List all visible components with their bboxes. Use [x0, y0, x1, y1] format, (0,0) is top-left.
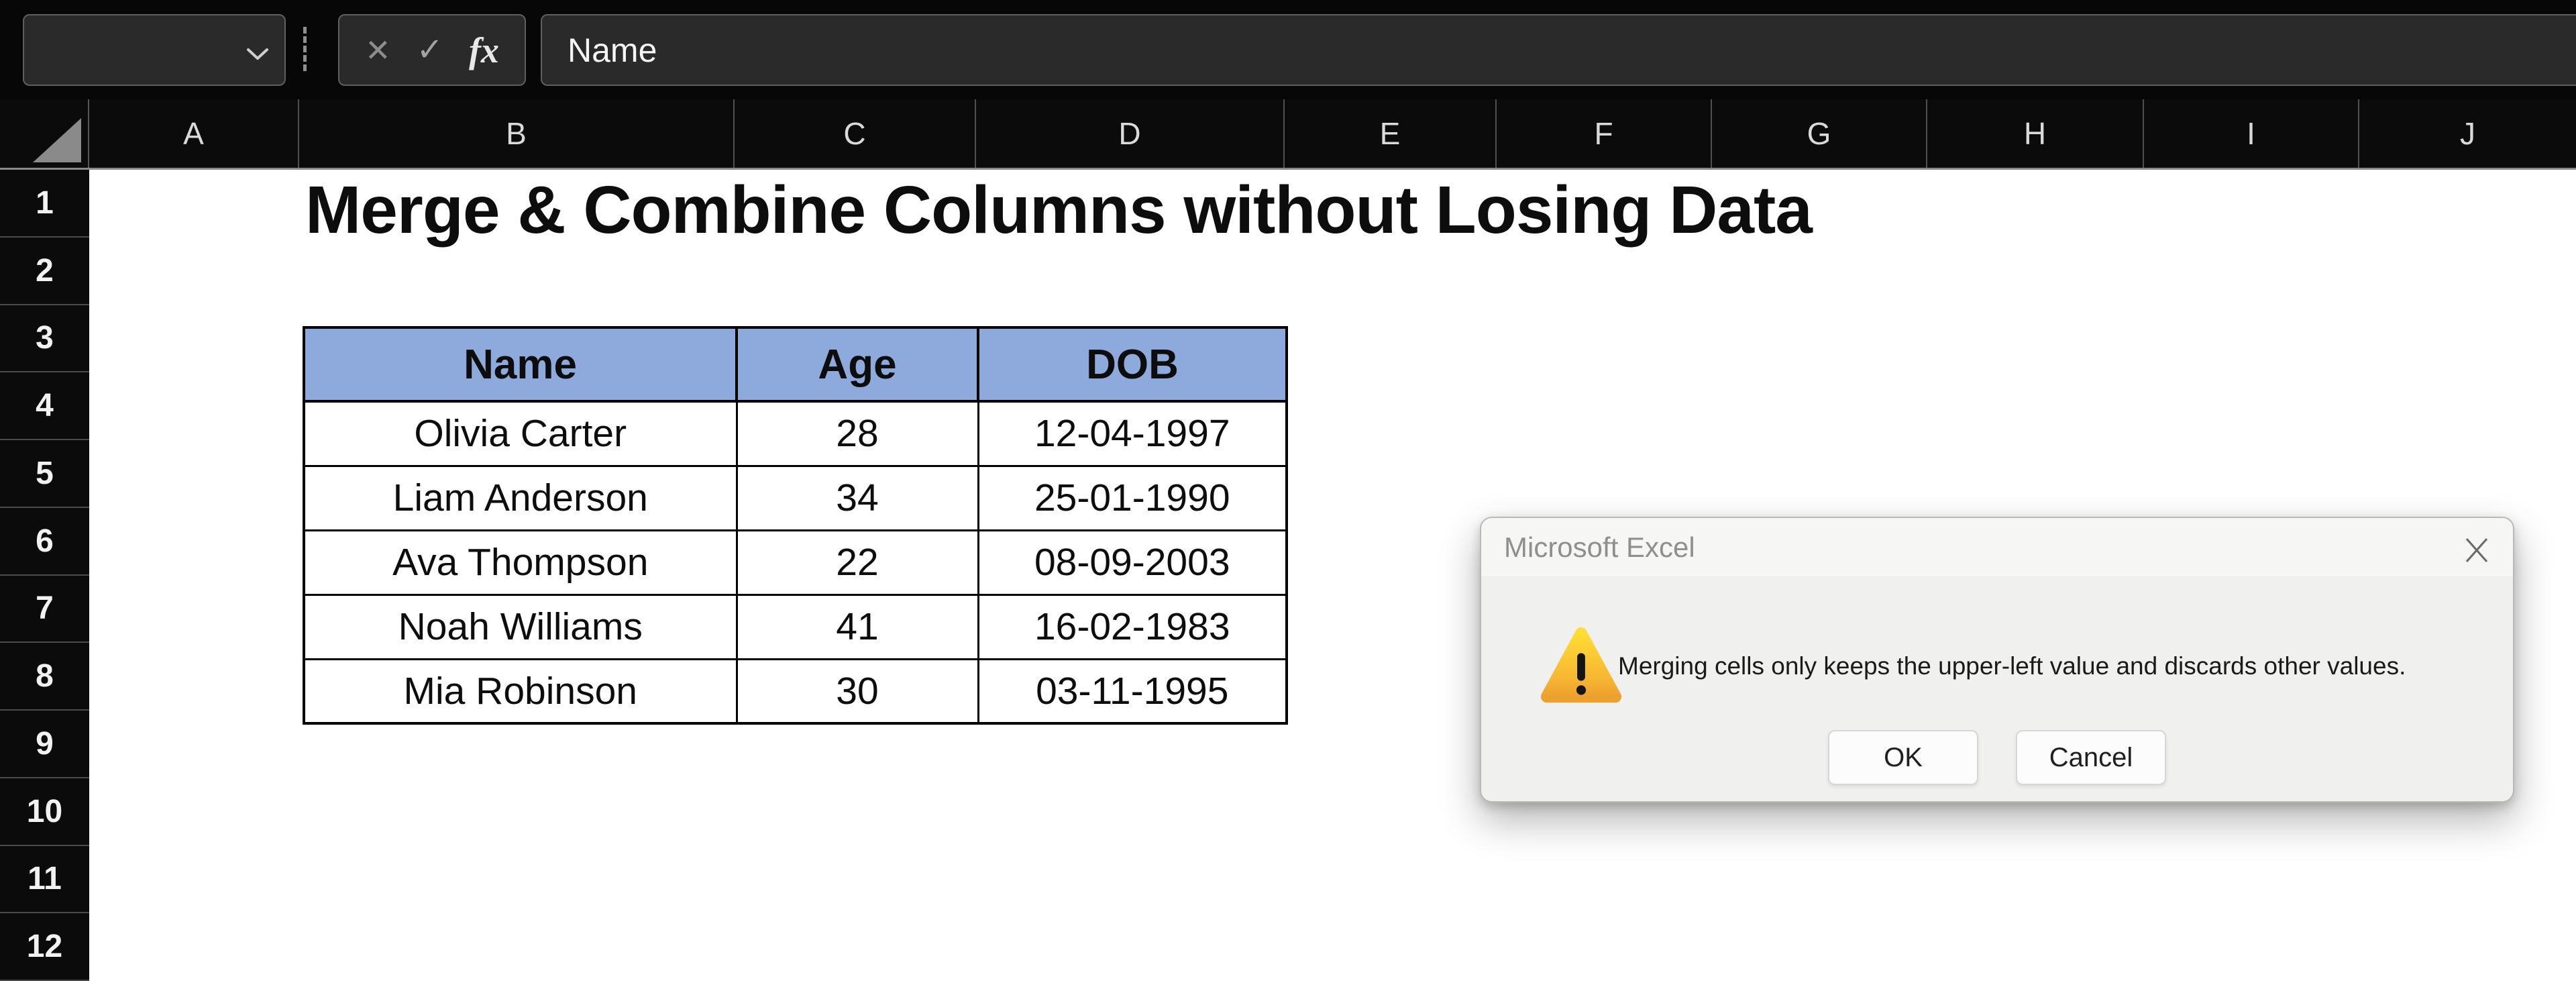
name-box[interactable]	[23, 14, 286, 86]
dialog-title: Microsoft Excel	[1504, 531, 1695, 563]
table-header-cell-dob[interactable]: DOB	[977, 326, 1288, 403]
table-cell[interactable]: 25-01-1990	[977, 464, 1288, 531]
table-header-cell-age[interactable]: Age	[735, 326, 979, 403]
excel-warning-dialog: Microsoft Excel Merging cells only keeps…	[1480, 517, 2514, 803]
formula-bar-separator	[303, 27, 307, 71]
warning-triangle-icon	[1540, 627, 1622, 703]
table-cell[interactable]: Liam Anderson	[303, 464, 738, 531]
table-cell[interactable]: 30	[735, 658, 979, 725]
row-header-band: 1 2 3 4 5 6 7 8 9 10 11 12	[0, 170, 89, 981]
table-cell[interactable]: 16-02-1983	[977, 593, 1288, 660]
table-row: Olivia Carter 28 12-04-1997	[303, 400, 1288, 467]
row-header-12[interactable]: 12	[0, 913, 89, 981]
table-cell[interactable]: 28	[735, 400, 979, 467]
column-header-C[interactable]: C	[735, 99, 976, 168]
formula-bar: ✕ ✓ fx Name	[0, 0, 2576, 99]
table-cell[interactable]: Olivia Carter	[303, 400, 738, 467]
table-cell[interactable]: Noah Williams	[303, 593, 738, 660]
row-header-8[interactable]: 8	[0, 643, 89, 711]
cancel-icon[interactable]: ✕	[365, 32, 391, 68]
table-cell[interactable]: 03-11-1995	[977, 658, 1288, 725]
column-header-I[interactable]: I	[2144, 99, 2359, 168]
row-header-3[interactable]: 3	[0, 305, 89, 373]
dialog-titlebar: Microsoft Excel	[1481, 518, 2513, 577]
sheet-title-cell[interactable]: Merge & Combine Columns without Losing D…	[305, 172, 1813, 248]
table-cell[interactable]: Ava Thompson	[303, 529, 738, 596]
dialog-button-row: OK Cancel	[1481, 730, 2513, 785]
row-header-11[interactable]: 11	[0, 846, 89, 914]
table-row: Ava Thompson 22 08-09-2003	[303, 529, 1288, 596]
formula-controls: ✕ ✓ fx	[338, 14, 526, 86]
table-header-cell-name[interactable]: Name	[303, 326, 738, 403]
table-cell[interactable]: 22	[735, 529, 979, 596]
ok-button[interactable]: OK	[1828, 730, 1978, 785]
row-header-6[interactable]: 6	[0, 508, 89, 576]
column-header-D[interactable]: D	[976, 99, 1285, 168]
column-header-E[interactable]: E	[1285, 99, 1497, 168]
formula-input[interactable]: Name	[541, 14, 2576, 86]
table-cell[interactable]: 41	[735, 593, 979, 660]
row-header-7[interactable]: 7	[0, 576, 89, 643]
column-header-B[interactable]: B	[299, 99, 735, 168]
data-table: Name Age DOB Olivia Carter 28 12-04-1997 Liam…	[303, 326, 1288, 725]
chevron-down-icon[interactable]	[246, 31, 270, 70]
column-header-H[interactable]: H	[1927, 99, 2144, 168]
row-header-5[interactable]: 5	[0, 440, 89, 508]
table-cell[interactable]: 34	[735, 464, 979, 531]
row-header-4[interactable]: 4	[0, 372, 89, 440]
row-header-9[interactable]: 9	[0, 711, 89, 778]
row-header-2[interactable]: 2	[0, 238, 89, 305]
enter-icon[interactable]: ✓	[416, 32, 443, 68]
row-header-1[interactable]: 1	[0, 170, 89, 238]
table-row: Mia Robinson 30 03-11-1995	[303, 658, 1288, 725]
column-header-G[interactable]: G	[1712, 99, 1927, 168]
select-all-triangle-icon	[33, 118, 81, 162]
insert-function-icon[interactable]: fx	[468, 30, 499, 70]
row-header-10[interactable]: 10	[0, 778, 89, 846]
table-row: Liam Anderson 34 25-01-1990	[303, 464, 1288, 531]
cancel-button[interactable]: Cancel	[2016, 730, 2166, 785]
column-header-F[interactable]: F	[1497, 99, 1712, 168]
table-cell[interactable]: 08-09-2003	[977, 529, 1288, 596]
table-cell[interactable]: Mia Robinson	[303, 658, 738, 725]
table-header-row: Name Age DOB	[303, 326, 1288, 403]
close-x-icon	[2465, 538, 2488, 562]
table-cell[interactable]: 12-04-1997	[977, 400, 1288, 467]
select-all-corner[interactable]	[0, 99, 89, 168]
formula-value: Name	[568, 31, 657, 69]
dialog-message: Merging cells only keeps the upper-left …	[1618, 652, 2406, 680]
dialog-close-button[interactable]	[2458, 531, 2496, 569]
table-row: Noah Williams 41 16-02-1983	[303, 593, 1288, 660]
column-header-J[interactable]: J	[2460, 116, 2475, 151]
column-header-A[interactable]: A	[89, 99, 299, 168]
